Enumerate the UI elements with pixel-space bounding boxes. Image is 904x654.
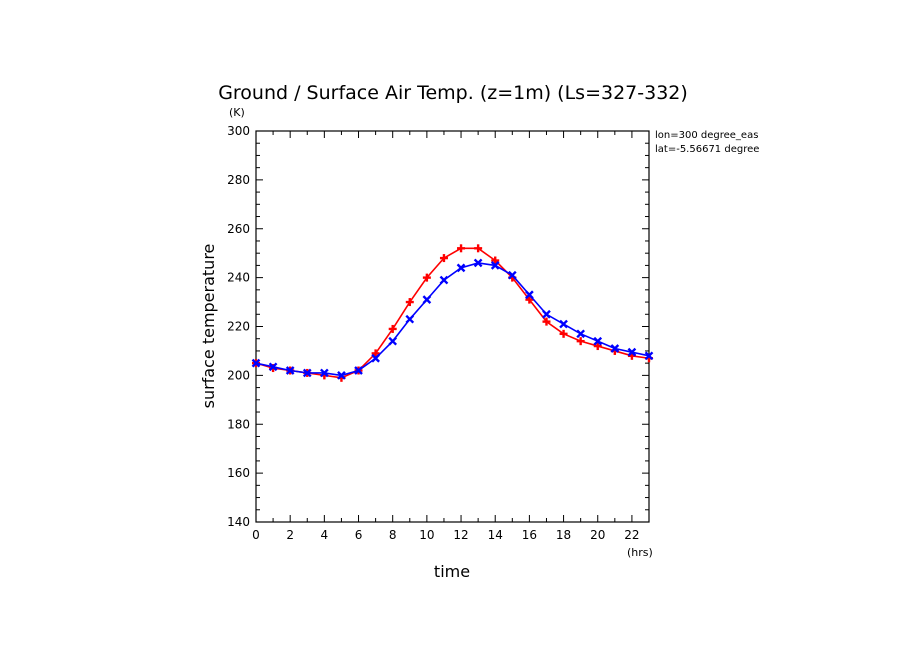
- series-1-point: [542, 317, 551, 326]
- annotation-lon: lon=300 degree_eas: [655, 130, 758, 141]
- y-tick-label: 220: [227, 320, 250, 334]
- x-tick-label: 14: [488, 528, 503, 542]
- series-layer: [251, 244, 654, 382]
- series-2-point: [542, 309, 551, 319]
- series-2-point: [251, 358, 261, 368]
- x-tick-label: 8: [389, 528, 397, 542]
- series-1-point: [593, 342, 602, 351]
- series-1-point: [439, 254, 448, 263]
- x-tick-label: 18: [556, 528, 571, 542]
- y-tick-label: 300: [227, 124, 250, 138]
- y-tick-label: 280: [227, 173, 250, 187]
- series-2-point: [525, 290, 534, 300]
- x-tick-label: 2: [286, 528, 294, 542]
- series-2-point: [559, 319, 568, 329]
- series-2-point: [354, 366, 363, 375]
- series-2-point: [456, 263, 466, 273]
- series-line-1: [255, 247, 650, 379]
- y-tick-label: 260: [227, 222, 250, 236]
- series-1-point: [422, 273, 431, 282]
- series-2-point: [593, 336, 603, 346]
- series-2-point: [439, 275, 449, 285]
- y-tick-label: 180: [227, 417, 250, 431]
- x-tick-label: 6: [355, 528, 363, 542]
- series-2-point: [422, 295, 432, 304]
- series-2-point: [388, 336, 398, 346]
- series-1-point: [405, 298, 414, 307]
- series-1-point: [525, 295, 534, 304]
- y-tick-label: 240: [227, 271, 250, 285]
- series-2-point: [337, 371, 346, 380]
- x-tick-label: 0: [252, 528, 260, 542]
- series-line-2: [255, 262, 650, 377]
- series-2-point: [285, 366, 295, 375]
- plot-frame: [255, 130, 650, 523]
- x-tick-label: 4: [321, 528, 329, 542]
- axis-ticks: 0 2 4 6 8 10 12 14 16 18 20 22 140 160 180 200 220 240 260…: [227, 124, 650, 542]
- y-tick-label: 140: [227, 515, 250, 529]
- x-tick-label: 22: [624, 528, 639, 542]
- series-1-point: [474, 244, 483, 253]
- series-2-point: [627, 347, 637, 357]
- series-2-point: [490, 261, 500, 270]
- series-1-point: [371, 349, 380, 358]
- series-2-point: [576, 329, 586, 339]
- series-2-point: [473, 258, 483, 268]
- x-tick-label: 10: [419, 528, 434, 542]
- series-2-point: [610, 344, 620, 353]
- x-tick-label: 16: [522, 528, 537, 542]
- series-1-point: [457, 244, 466, 253]
- y-axis-title: surface temperature: [199, 244, 218, 409]
- series-1-point: [491, 256, 500, 265]
- y-unit-label: (K): [229, 106, 245, 119]
- series-1-point: [388, 324, 397, 333]
- series-2-point: [319, 368, 329, 378]
- series-2-point: [507, 270, 517, 280]
- chart-title: Ground / Surface Air Temp. (z=1m) (Ls=32…: [218, 82, 688, 104]
- series-2-point: [405, 314, 415, 324]
- x-tick-label: 20: [590, 528, 605, 542]
- series-2-point: [268, 362, 278, 372]
- series-2-point: [644, 351, 654, 361]
- series-2-point: [302, 368, 312, 378]
- series-1-point: [576, 337, 585, 346]
- series-2-point: [371, 353, 380, 363]
- annotation-lat: lat=-5.56671 degree: [655, 144, 759, 155]
- y-tick-label: 200: [227, 368, 250, 382]
- x-axis-title: time: [434, 562, 470, 581]
- x-tick-label: 12: [453, 528, 468, 542]
- x-unit-label: (hrs): [627, 546, 653, 559]
- y-tick-label: 160: [227, 466, 250, 480]
- series-1-point: [559, 329, 568, 338]
